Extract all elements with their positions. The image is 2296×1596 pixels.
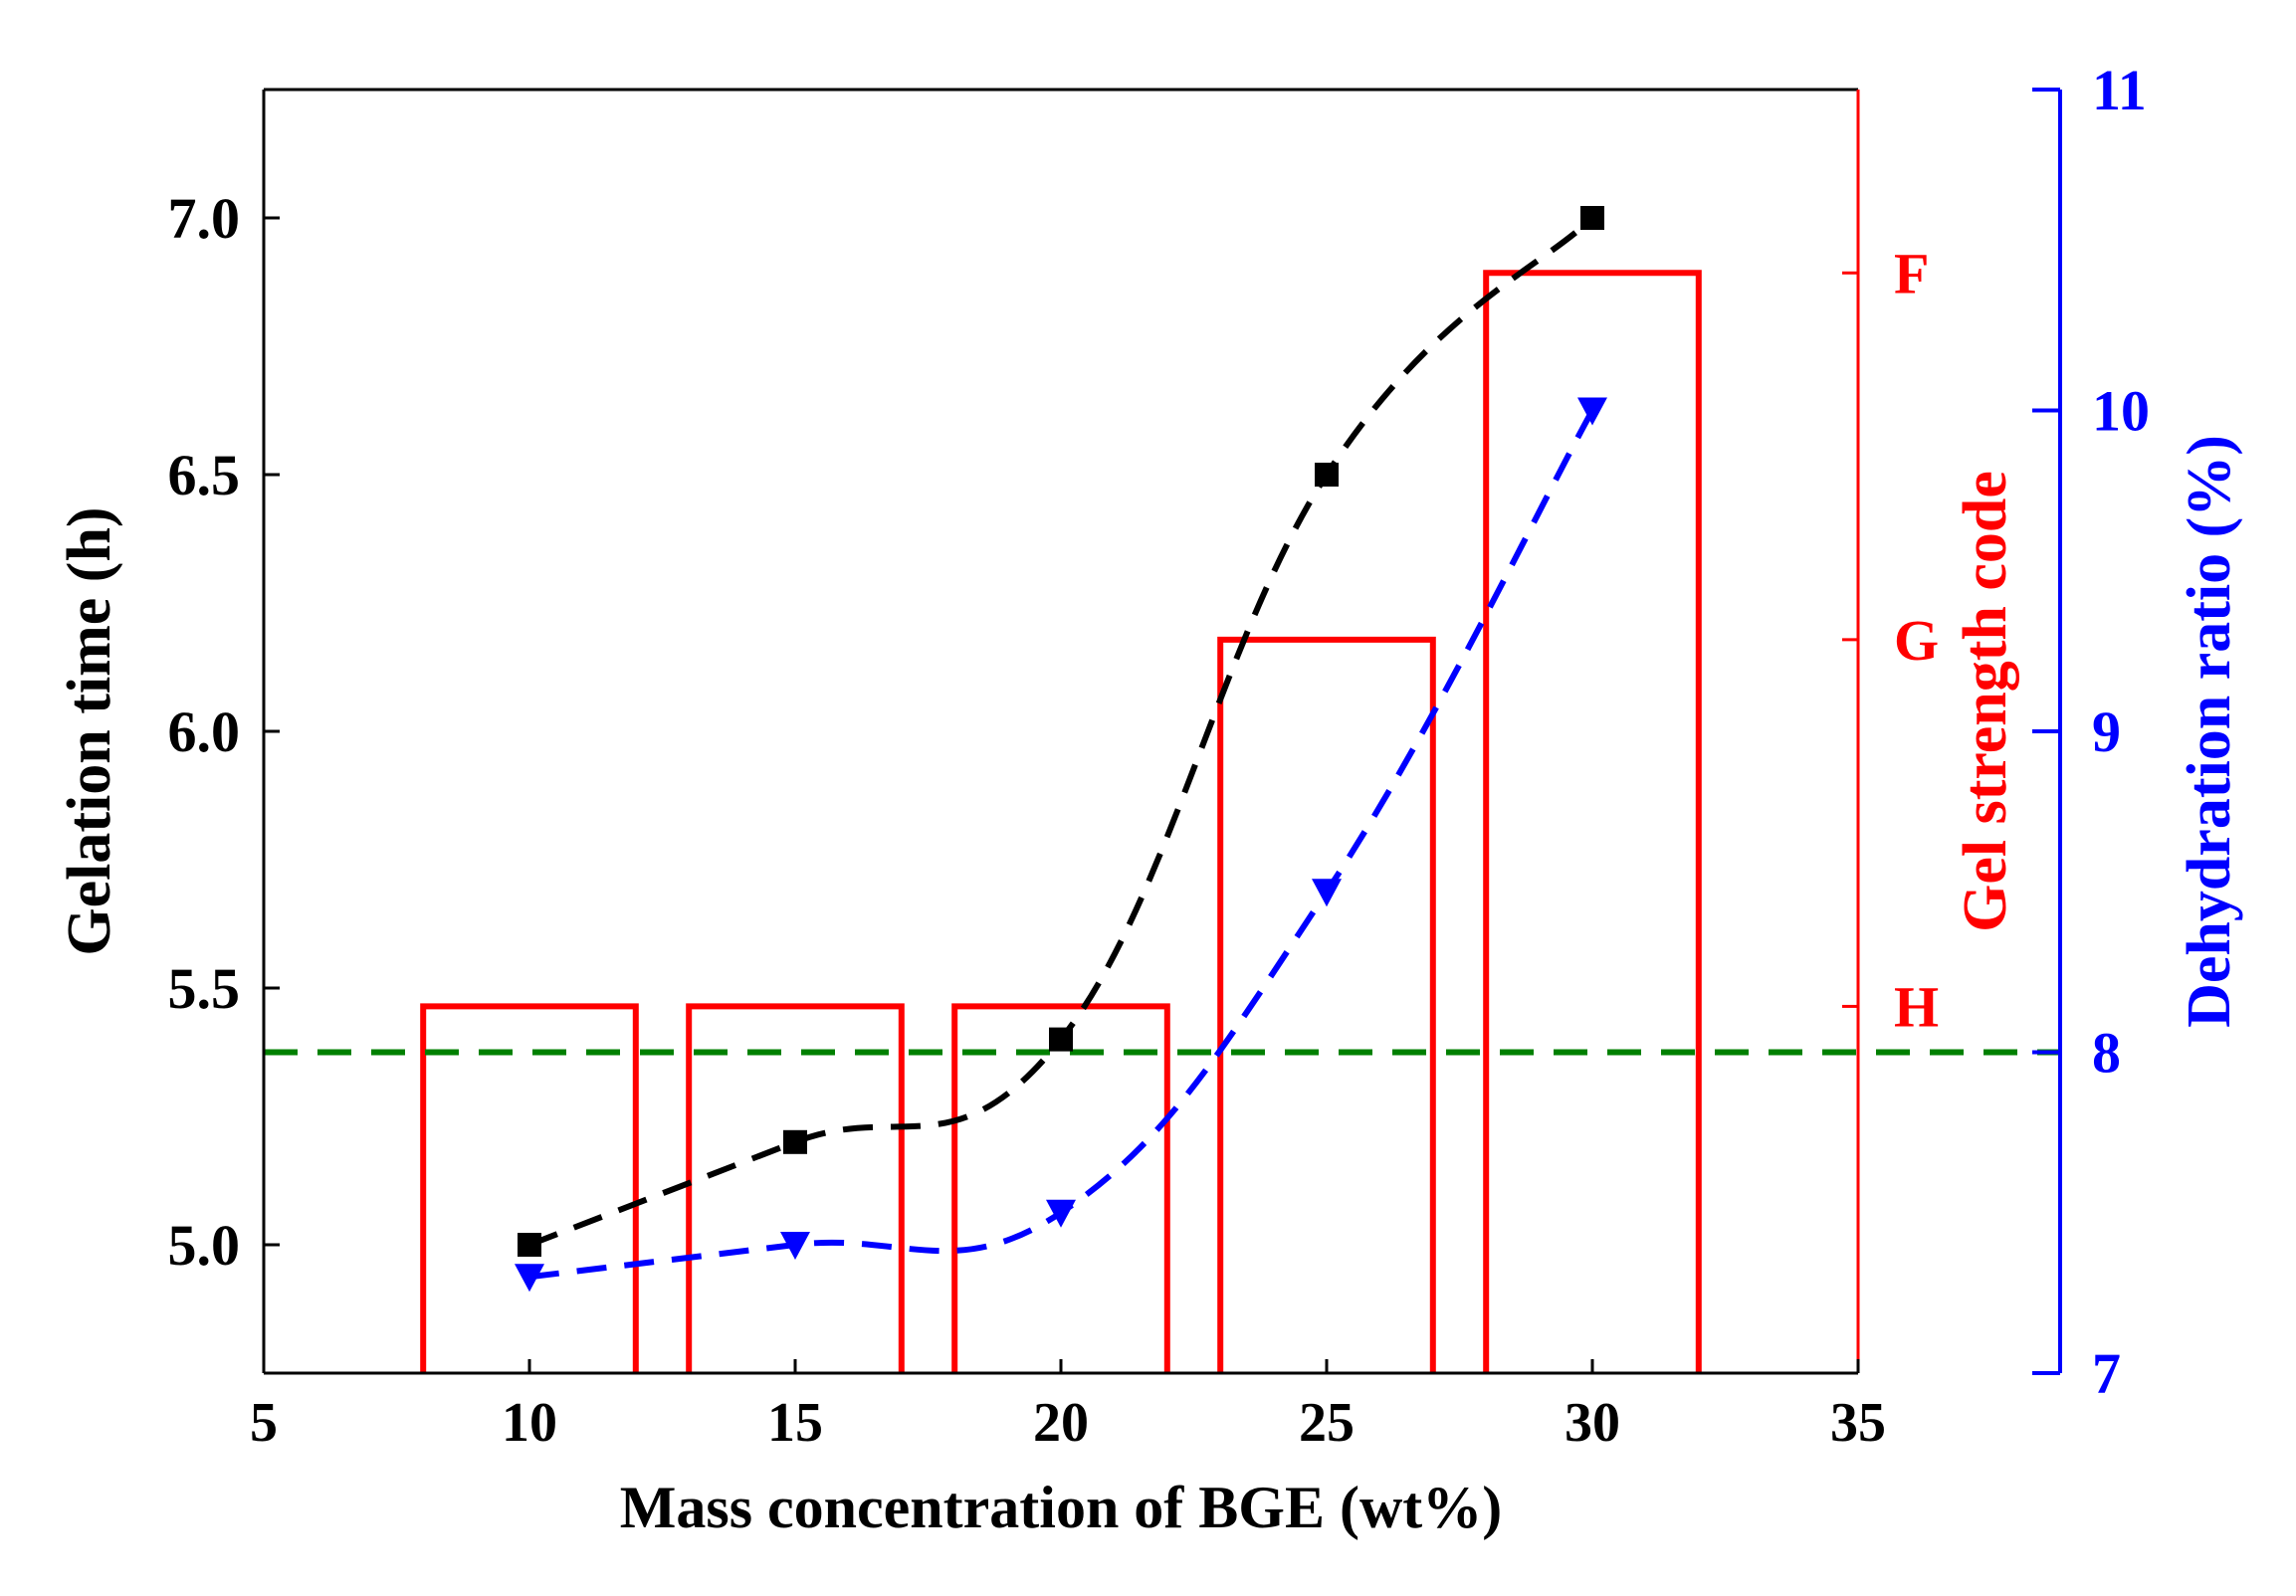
gel-strength-bar bbox=[420, 1003, 639, 1373]
x-tick-label: 15 bbox=[767, 1392, 823, 1454]
gelation-time-series bbox=[518, 206, 1604, 1257]
x-tick-label: 35 bbox=[1830, 1392, 1886, 1454]
dehydration-tick-label: 11 bbox=[2092, 58, 2147, 122]
dehydration-ratio-line bbox=[528, 409, 1595, 1281]
left-tick-label: 5.0 bbox=[168, 1213, 241, 1278]
gel-axis-title: Gel strength code bbox=[1952, 471, 2019, 932]
gelation-time-point bbox=[783, 1129, 807, 1154]
gelation-time-point bbox=[518, 1233, 541, 1257]
axis-labels: 5 10 15 20 25 30 35 5.0 5.5 6.0 6.5 7.0 H G F 7 8 9 10 11 Ma… bbox=[56, 58, 2243, 1540]
dehydration-axis-title: Dehydration ratio (%) bbox=[2176, 435, 2243, 1028]
dehydration-ratio-point bbox=[515, 1264, 544, 1293]
gelation-time-point bbox=[1315, 463, 1339, 487]
gelation-time-point bbox=[1049, 1027, 1073, 1052]
dehydration-tick-label: 10 bbox=[2092, 379, 2150, 444]
dehydration-ratio-point bbox=[1577, 397, 1607, 426]
dehydration-tick-label: 9 bbox=[2092, 699, 2121, 764]
dehydration-tick-label: 8 bbox=[2092, 1021, 2121, 1086]
left-axis-title: Gelation time (h) bbox=[56, 506, 123, 955]
dehydration-ratio-point bbox=[780, 1232, 810, 1260]
gel-strength-bar bbox=[1217, 636, 1436, 1373]
x-tick-label: 25 bbox=[1299, 1392, 1355, 1454]
x-tick-label: 20 bbox=[1033, 1392, 1089, 1454]
dehydration-ratio-point bbox=[1046, 1199, 1076, 1228]
x-axis-title: Mass concentration of BGE (wt%) bbox=[620, 1475, 1503, 1540]
left-tick-label: 6.0 bbox=[168, 699, 241, 764]
gelation-time-line bbox=[527, 215, 1595, 1248]
gel-strength-bars bbox=[420, 270, 1702, 1373]
left-tick-label: 7.0 bbox=[168, 186, 241, 251]
dehydration-ratio-point bbox=[1312, 879, 1342, 907]
left-tick-label: 6.5 bbox=[168, 443, 241, 507]
dehydration-ratio-series bbox=[515, 397, 1607, 1293]
gelation-time-point bbox=[1580, 206, 1604, 230]
gel-code-label: F bbox=[1894, 241, 1929, 305]
left-tick-label: 5.5 bbox=[168, 956, 241, 1021]
gel-code-label: H bbox=[1894, 974, 1939, 1039]
gel-code-label: G bbox=[1894, 608, 1939, 673]
gel-strength-bar bbox=[951, 1003, 1170, 1373]
gel-strength-bar bbox=[686, 1003, 905, 1373]
x-tick-label: 10 bbox=[502, 1392, 557, 1454]
gel-strength-bar bbox=[1483, 270, 1702, 1373]
axes bbox=[262, 88, 2062, 1375]
x-tick-label: 30 bbox=[1565, 1392, 1620, 1454]
x-tick-label: 5 bbox=[250, 1392, 278, 1454]
dehydration-tick-label: 7 bbox=[2092, 1341, 2121, 1406]
